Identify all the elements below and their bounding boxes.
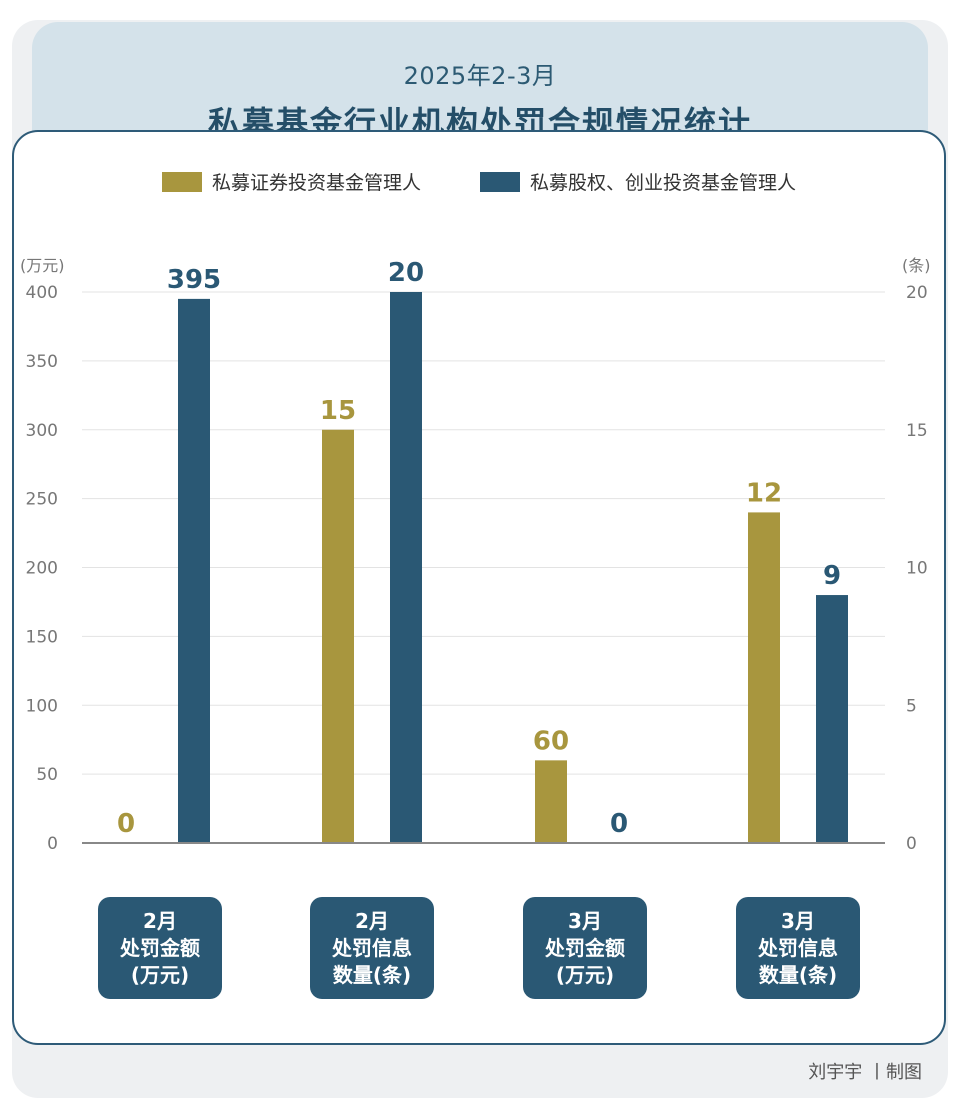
data-label: 12 (746, 478, 782, 508)
y-right-tick-label: 0 (906, 834, 917, 854)
category-label-line: 3月 (568, 908, 602, 933)
y-left-tick-label: 50 (36, 765, 58, 785)
data-label: 9 (823, 561, 841, 591)
data-label: 15 (320, 396, 356, 426)
legend: 私募证券投资基金管理人 私募股权、创业投资基金管理人 (0, 168, 960, 196)
y-left-unit: (万元) (20, 256, 65, 275)
legend-label-securities: 私募证券投资基金管理人 (212, 172, 422, 194)
category-label-line: (万元) (555, 962, 615, 987)
data-label: 20 (388, 258, 424, 288)
category-label-box: 2月 处罚金额 (万元) (98, 897, 222, 999)
bar-securities (748, 512, 780, 843)
credit-text: 刘宇宇 丨制图 (808, 1062, 922, 1083)
category-label-line: 2月 (355, 908, 389, 933)
category-label-line: 处罚金额 (120, 935, 200, 960)
y-left-tick-label: 350 (26, 352, 58, 372)
y-left-tick-label: 400 (26, 283, 58, 303)
data-label: 0 (610, 809, 628, 839)
legend-label-equity: 私募股权、创业投资基金管理人 (530, 172, 797, 194)
legend-item-equity: 私募股权、创业投资基金管理人 (480, 168, 796, 195)
y-right-tick-label: 10 (906, 559, 928, 579)
data-label: 395 (167, 265, 221, 295)
y-left-tick-label: 300 (26, 421, 58, 441)
y-right-tick-label: 20 (906, 283, 928, 303)
category-label-line: 数量(条) (332, 962, 412, 987)
category-label-box: 3月 处罚金额 (万元) (523, 897, 647, 999)
chart-card (12, 130, 946, 1045)
bar-equity (178, 298, 210, 843)
legend-swatch-blue (480, 171, 520, 192)
y-left-tick-label: 250 (26, 490, 58, 510)
category-label-line: 处罚金额 (545, 935, 625, 960)
y-right-tick-label: 15 (906, 421, 928, 441)
category-label-box: 2月 处罚信息 数量(条) (310, 897, 434, 999)
category-label-line: 处罚信息 (758, 935, 838, 960)
y-left-tick-label: 200 (26, 559, 58, 579)
bar-equity (390, 292, 422, 843)
data-label: 0 (117, 809, 135, 839)
legend-swatch-gold (162, 171, 202, 192)
y-left-tick-label: 0 (47, 834, 58, 854)
category-label-line: 数量(条) (758, 962, 838, 987)
category-label-line: (万元) (130, 962, 190, 987)
category-label-line: 2月 (143, 908, 177, 933)
chart-subtitle: 2025年2-3月 (403, 62, 557, 90)
category-label-line: 处罚信息 (332, 935, 412, 960)
bar-securities (535, 760, 567, 843)
legend-item-securities: 私募证券投资基金管理人 (162, 168, 421, 195)
category-label-box: 3月 处罚信息 数量(条) (736, 897, 860, 999)
bar-equity (816, 595, 848, 843)
y-left-tick-label: 150 (26, 627, 58, 647)
data-label: 60 (533, 726, 569, 756)
bar-securities (322, 429, 354, 843)
y-right-tick-label: 5 (906, 696, 917, 716)
y-left-tick-label: 100 (26, 696, 58, 716)
category-label-line: 3月 (781, 908, 815, 933)
y-right-unit: (条) (902, 256, 931, 275)
